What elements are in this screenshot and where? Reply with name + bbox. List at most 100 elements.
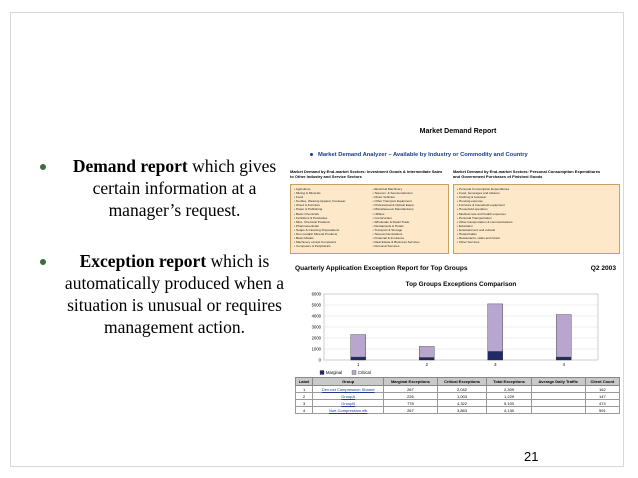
sector-item: Financial & Insurance	[373, 236, 446, 240]
term-demand-report: Demand report	[72, 156, 188, 176]
sector-item: Personal Services	[373, 244, 446, 248]
sector-item: Other Transport Equipment	[373, 199, 446, 203]
y-tick-label: 1000	[312, 347, 322, 352]
table-header-cell: Group	[312, 377, 385, 386]
table-cell: 591	[584, 406, 621, 414]
y-tick-label: 2000	[312, 336, 322, 341]
bullet-icon	[310, 152, 313, 156]
exceptions-chart: Top Groups Exceptions Comparison 0 1000 200…	[290, 276, 620, 391]
sector-item: Soaps & Cleaning Preparations	[294, 228, 367, 232]
y-tick-label: 3000	[312, 325, 322, 330]
bar-marginal	[419, 357, 435, 361]
sector-item: Non-metallic Mineral Products	[294, 232, 367, 236]
group-link[interactable]: Dev-net Compression Shared	[312, 385, 385, 393]
consumption-item: Clothing & footwear	[457, 195, 616, 199]
table-cell: 3	[294, 399, 314, 407]
group-link[interactable]: GroupB	[312, 399, 385, 407]
exception-report-title: Quarterly Application Exception Report f…	[295, 265, 468, 272]
table-cell	[530, 392, 586, 400]
sector-item: Wood & Furniture	[294, 203, 367, 207]
industry-sectors-panel: AgricultureMining & MineralsFoodTextiles…	[290, 184, 449, 254]
table-row: 3 GroupB 778 4,322 5,100 474	[294, 399, 621, 407]
table-cell: 474	[584, 399, 621, 407]
table-cell: 1,003	[436, 392, 488, 400]
y-tick-label: 6000	[312, 292, 322, 297]
sector-item: Machinery except Computers	[294, 240, 367, 244]
legend-swatch	[351, 370, 357, 375]
demand-report-definition: gives certain information at a manager’s…	[92, 156, 277, 220]
consumption-item: Education	[457, 224, 616, 228]
sector-item: Construction	[373, 216, 446, 220]
page-number: 21	[524, 449, 539, 464]
legend-swatch	[319, 370, 325, 375]
consumption-item: Hotels/Cafés	[457, 232, 616, 236]
investment-goods-heading: Market Demand by End-market Sectors: Inv…	[290, 169, 443, 179]
table-cell: 2	[294, 392, 314, 400]
consumption-item: Food, beverages and tobacco	[457, 191, 616, 195]
y-tick-label: 5000	[312, 303, 322, 308]
bar-critical	[350, 334, 366, 358]
table-header-cell: Total Exceptions	[486, 377, 532, 386]
sector-item: Real Estate & Business Services	[373, 240, 446, 244]
x-tick-label: 2	[426, 362, 429, 367]
consumption-heading: Market Demand by End-market Sectors: Per…	[453, 169, 601, 179]
sector-item: Paper & Publishing	[294, 207, 367, 211]
table-cell: 1,229	[486, 392, 532, 400]
table-cell: 2,042	[436, 385, 488, 393]
sector-item: Transport & Storage	[373, 228, 446, 232]
sector-item: Utilities	[373, 212, 446, 216]
table-cell	[530, 399, 586, 407]
sector-item: Misc. Chemical Products	[294, 220, 367, 224]
x-tick-label: 3	[494, 362, 497, 367]
table-cell: 778	[383, 399, 438, 407]
consumption-item: Furniture & household equipment	[457, 203, 616, 207]
group-link[interactable]: Non-Compression.elk	[312, 406, 385, 414]
bullet-dot-icon	[40, 259, 46, 265]
sector-item: Computers & Peripherals	[294, 244, 367, 248]
sector-item: Miscellaneous Manufactures	[373, 207, 446, 211]
y-tick-label: 4000	[312, 314, 322, 319]
consumption-item: Other transportation & communications	[457, 220, 616, 224]
consumption-item: Household operation	[457, 207, 616, 211]
exceptions-table: Label Group Marginal Exceptions Critical Ex…	[294, 377, 621, 414]
table-cell: 4,130	[486, 406, 532, 414]
bullet-dot-icon	[40, 164, 46, 170]
table-header-cell: Label	[294, 377, 314, 386]
sector-item: Agriculture	[294, 187, 367, 191]
group-link[interactable]: GroupA	[312, 392, 385, 400]
x-tick-label: 1	[357, 362, 360, 367]
slide-frame	[10, 12, 624, 467]
sector-item: Food	[294, 195, 367, 199]
bar-marginal	[487, 351, 503, 361]
table-cell: 267	[383, 406, 438, 414]
sector-item: Telecom. & Semiconductors	[373, 191, 446, 195]
exceptions-chart-svg: Top Groups Exceptions Comparison 0 1000 200…	[312, 281, 599, 375]
sector-item: Basic Metals	[294, 236, 367, 240]
consumption-item: Medical care and health expenses	[457, 212, 616, 216]
bar-critical	[556, 314, 572, 358]
table-cell: 1	[294, 385, 314, 393]
table-cell: 4	[294, 406, 314, 414]
table-header-cell: Client Count	[584, 377, 621, 386]
consumption-item: Entertainment and cultural	[457, 228, 616, 232]
x-tick-label: 4	[563, 362, 566, 367]
consumption-item: Housing expense	[457, 199, 616, 203]
y-tick-label: 0	[319, 358, 322, 363]
consumption-item: Personal Consumption Expenditures	[457, 187, 616, 191]
sector-list-a: AgricultureMining & MineralsFoodTextiles…	[294, 187, 367, 251]
table-cell: 4,322	[436, 399, 488, 407]
sector-item: Mining & Minerals	[294, 191, 367, 195]
bullet-demand-report: Demand report which gives certain inform…	[40, 155, 285, 221]
exception-report-definition: is automatically produced when a situati…	[64, 251, 285, 337]
sector-item: Textiles, Wearing Apparel, Footwear	[294, 199, 367, 203]
table-cell: 3,863	[436, 406, 488, 414]
consumption-item: Personal Transportation	[457, 216, 616, 220]
bar-marginal	[556, 356, 572, 361]
table-cell: 5,100	[486, 399, 532, 407]
table-header-cell: Average Daily Traffic	[530, 377, 586, 386]
table-cell: 267	[383, 385, 438, 393]
legend-label: Critical	[358, 370, 371, 375]
table-row: 2 GroupA 226 1,003 1,229 147	[294, 392, 621, 400]
sector-item: Restaurants & Hotels	[373, 224, 446, 228]
